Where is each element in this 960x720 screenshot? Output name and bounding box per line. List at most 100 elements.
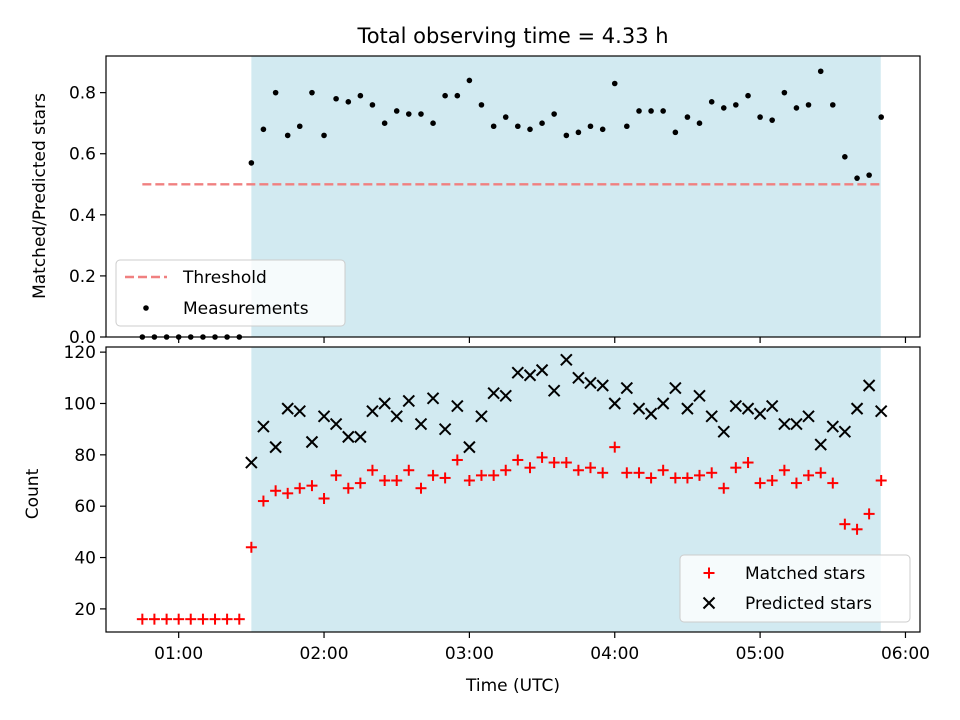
matched-point bbox=[221, 613, 233, 625]
measurement-point bbox=[854, 175, 860, 181]
bottom-panel: 20 40 60 80 100 120 01:00 02:00 03:00 04:00 05:00… bbox=[23, 343, 930, 696]
measurement-point bbox=[636, 108, 642, 114]
top-plot-frame bbox=[105, 55, 921, 338]
matched-point bbox=[379, 475, 391, 487]
matched-point bbox=[463, 475, 475, 487]
measurement-point bbox=[878, 114, 884, 120]
matched-point bbox=[197, 613, 209, 625]
top-panel: Total observing time = 4.33 h 0.0 0.2 0.4 0… bbox=[30, 24, 921, 348]
predicted-point bbox=[741, 402, 755, 415]
measurement-point bbox=[454, 92, 461, 99]
bottom-y-axis-label: Count bbox=[23, 468, 43, 519]
matched-point bbox=[342, 482, 354, 494]
threshold-legend-label: Threshold bbox=[182, 268, 267, 288]
predicted-point bbox=[414, 417, 428, 431]
predicted-point bbox=[669, 381, 682, 395]
predicted-point bbox=[426, 392, 440, 405]
matched-legend-label: Matched stars bbox=[745, 564, 865, 584]
measurement-point bbox=[248, 160, 255, 166]
matched-point bbox=[548, 457, 560, 469]
predicted-point bbox=[620, 381, 634, 395]
matched-point bbox=[742, 457, 754, 469]
measurement-point bbox=[563, 132, 570, 139]
matched-point bbox=[270, 485, 282, 497]
measurement-point bbox=[272, 89, 279, 96]
predicted-legend-label: Predicted stars bbox=[745, 594, 872, 614]
measurement-point bbox=[284, 132, 291, 139]
top-y-axis-label: Matched/Predicted stars bbox=[30, 93, 50, 299]
x-tick-label: 01:00 bbox=[154, 644, 203, 664]
predicted-point bbox=[656, 397, 670, 410]
predicted-point bbox=[874, 404, 888, 418]
matched-point bbox=[136, 613, 148, 625]
measurement-point bbox=[539, 120, 545, 126]
matched-point bbox=[403, 464, 415, 476]
predicted-point bbox=[317, 410, 331, 423]
measurement-point bbox=[393, 108, 400, 114]
measurement-point bbox=[624, 123, 630, 130]
x-axis-label: Time (UTC) bbox=[465, 676, 560, 696]
measurement-point bbox=[478, 102, 485, 108]
top-y-tick-label: 0.2 bbox=[69, 267, 96, 287]
measurement-point bbox=[260, 126, 267, 133]
measurement-point bbox=[757, 114, 763, 120]
measurement-point bbox=[296, 123, 303, 130]
matched-point bbox=[778, 464, 790, 476]
matched-point bbox=[839, 518, 851, 530]
matched-point bbox=[500, 464, 512, 476]
matched-point bbox=[633, 467, 645, 479]
matched-point bbox=[572, 464, 584, 476]
measurement-point bbox=[745, 92, 751, 99]
predicted-point bbox=[378, 397, 391, 410]
matched-point bbox=[173, 613, 185, 625]
top-y-tick-label: 0.4 bbox=[69, 206, 96, 226]
matched-point bbox=[439, 472, 451, 484]
measurement-point bbox=[720, 105, 727, 111]
matched-point bbox=[306, 480, 318, 492]
matched-point bbox=[875, 475, 887, 487]
predicted-point bbox=[293, 404, 306, 418]
matched-point bbox=[427, 469, 439, 481]
measurement-point bbox=[381, 120, 388, 126]
predicted-legend-swatch bbox=[702, 596, 716, 610]
predicted-point bbox=[438, 422, 452, 436]
predicted-point bbox=[390, 410, 403, 423]
x-tick-label: 04:00 bbox=[590, 644, 639, 664]
matched-point bbox=[512, 454, 524, 466]
x-tick-label: 03:00 bbox=[445, 644, 494, 664]
matched-legend-swatch bbox=[703, 567, 715, 579]
measurement-point bbox=[369, 102, 376, 108]
measurement-point bbox=[575, 129, 582, 136]
predicted-point bbox=[451, 399, 464, 413]
measurement-point bbox=[309, 89, 315, 96]
bottom-plot-frame bbox=[105, 346, 921, 633]
measurement-point bbox=[672, 129, 679, 136]
predicted-point bbox=[245, 456, 258, 469]
matched-point bbox=[318, 492, 330, 504]
matched-point bbox=[233, 613, 245, 625]
predicted-point bbox=[354, 430, 367, 444]
predicted-point bbox=[547, 384, 561, 397]
predicted-point bbox=[790, 417, 803, 431]
bottom-y-tick-label: 60 bbox=[74, 497, 96, 517]
matched-point bbox=[766, 475, 778, 487]
predicted-point bbox=[584, 376, 597, 390]
measurement-point bbox=[599, 126, 606, 133]
measurement-point bbox=[587, 123, 594, 130]
matched-point bbox=[488, 469, 500, 481]
matched-point bbox=[294, 482, 306, 494]
predicted-point bbox=[366, 404, 379, 418]
predicted-point bbox=[632, 402, 646, 415]
matched-point bbox=[282, 487, 294, 499]
matched-point bbox=[475, 469, 487, 481]
matched-point bbox=[609, 441, 621, 453]
x-tick-label: 06:00 bbox=[881, 644, 930, 664]
top-shaded-region bbox=[251, 56, 881, 337]
measurement-point bbox=[648, 108, 654, 114]
x-tick-label: 02:00 bbox=[300, 644, 349, 664]
predicted-point bbox=[729, 399, 743, 413]
predicted-point bbox=[535, 363, 549, 377]
measurement-point bbox=[551, 111, 557, 117]
predicted-point bbox=[765, 399, 779, 413]
